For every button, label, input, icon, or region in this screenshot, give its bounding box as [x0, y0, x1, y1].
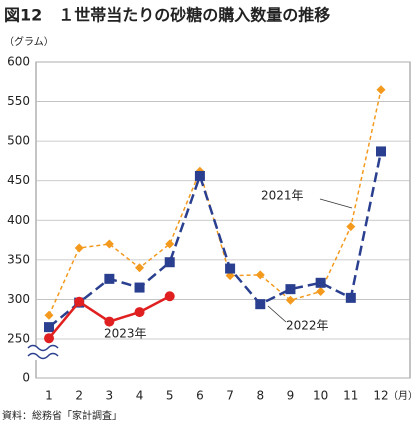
point	[134, 307, 145, 318]
y-tick-label: 0	[22, 371, 30, 385]
y-axis-label: （グラム）	[4, 35, 54, 48]
point	[104, 239, 114, 249]
point	[74, 296, 85, 307]
source: 資料：総務省「家計調査」	[2, 409, 122, 422]
point	[315, 277, 326, 288]
point	[74, 243, 84, 253]
leader-line	[319, 198, 353, 209]
y-tick-label: 300	[7, 292, 30, 306]
x-axis-label: （月）	[388, 390, 418, 402]
series-line	[48, 89, 382, 316]
point	[225, 263, 236, 274]
series-line	[48, 151, 383, 329]
point	[44, 333, 54, 344]
x-tick-label: 5	[166, 389, 174, 403]
x-tick-label: 4	[136, 389, 144, 403]
x-tick-label: 9	[287, 389, 295, 403]
chart-title: 図12 １世帯当たりの砂糖の購入数量の推移	[4, 6, 330, 25]
y-tick-label: 400	[7, 213, 30, 227]
point	[104, 273, 115, 284]
x-tick-label: 2	[75, 389, 83, 403]
point	[44, 310, 54, 320]
point	[165, 239, 175, 249]
y-tick-label: 250	[7, 332, 30, 346]
point	[376, 146, 386, 157]
x-tick-label: 12	[373, 389, 388, 403]
point	[285, 284, 296, 295]
x-tick-label: 8	[256, 389, 264, 403]
point	[44, 322, 54, 333]
x-tick-label: 1	[45, 389, 53, 403]
leader-line	[267, 305, 287, 323]
point	[316, 287, 326, 297]
point	[255, 270, 265, 280]
x-tick-label: 3	[106, 389, 114, 403]
point	[194, 170, 205, 181]
point	[164, 257, 175, 268]
series-label: 2023年	[104, 327, 147, 341]
x-tick-label: 11	[343, 389, 358, 403]
point	[255, 299, 266, 310]
axis-break-mask	[28, 346, 58, 360]
point	[285, 295, 295, 305]
y-tick-label: 550	[7, 94, 30, 108]
point	[135, 263, 145, 273]
x-tick-label: 10	[313, 389, 328, 403]
x-tick-label: 7	[226, 389, 234, 403]
point	[134, 282, 145, 293]
x-tick-label: 6	[196, 389, 204, 403]
point	[376, 85, 386, 95]
y-tick-label: 500	[7, 134, 30, 148]
point	[345, 292, 356, 303]
axis-break	[27, 352, 59, 360]
point	[104, 316, 115, 327]
y-tick-label: 600	[7, 55, 30, 69]
series-label: 2022年	[286, 319, 329, 333]
y-tick-label: 350	[7, 252, 30, 266]
point	[346, 222, 356, 232]
point	[164, 291, 175, 302]
y-tick-label: 450	[7, 173, 30, 187]
series-label: 2021年	[261, 189, 304, 203]
axis-break	[27, 344, 59, 352]
